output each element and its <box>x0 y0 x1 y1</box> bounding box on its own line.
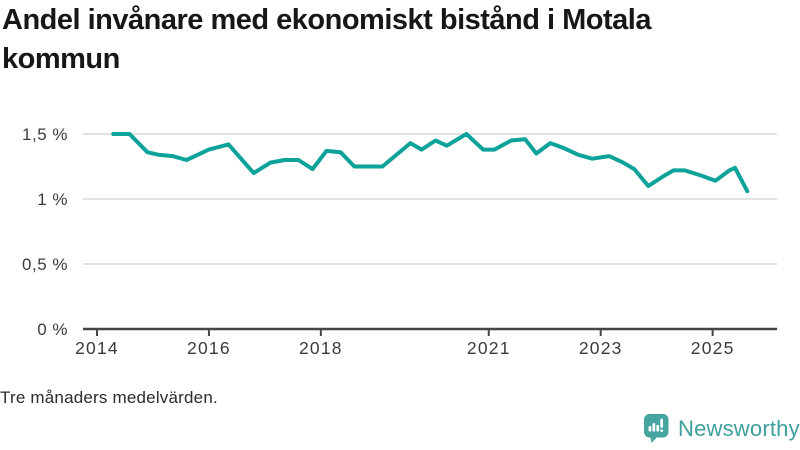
x-tick-label: 2014 <box>75 338 119 358</box>
x-tick-label: 2023 <box>579 338 623 358</box>
chart-title-line-2: kommun <box>2 43 120 75</box>
x-tick-label: 2021 <box>467 338 511 358</box>
newsworthy-logo: Newsworthy <box>643 413 800 444</box>
y-tick-label: 1,5 % <box>22 125 68 144</box>
newsworthy-wordmark: Newsworthy <box>678 415 800 441</box>
newsworthy-bar-chart-bubble-icon <box>644 414 669 443</box>
footnote: Tre månaders medelvärden. <box>0 388 218 407</box>
data-line <box>111 132 750 194</box>
y-tick-label: 0 % <box>37 320 68 339</box>
chart-title: Andel invånare med ekonomiskt bistånd i … <box>2 1 798 79</box>
y-tick-label: 0,5 % <box>22 255 68 274</box>
x-tick-label: 2025 <box>691 338 735 358</box>
chart-title-line-1: Andel invånare med ekonomiskt bistånd i … <box>2 4 651 36</box>
x-tick-label: 2016 <box>187 338 231 358</box>
y-tick-label: 1 % <box>37 190 68 209</box>
x-tick-label: 2018 <box>299 338 343 358</box>
